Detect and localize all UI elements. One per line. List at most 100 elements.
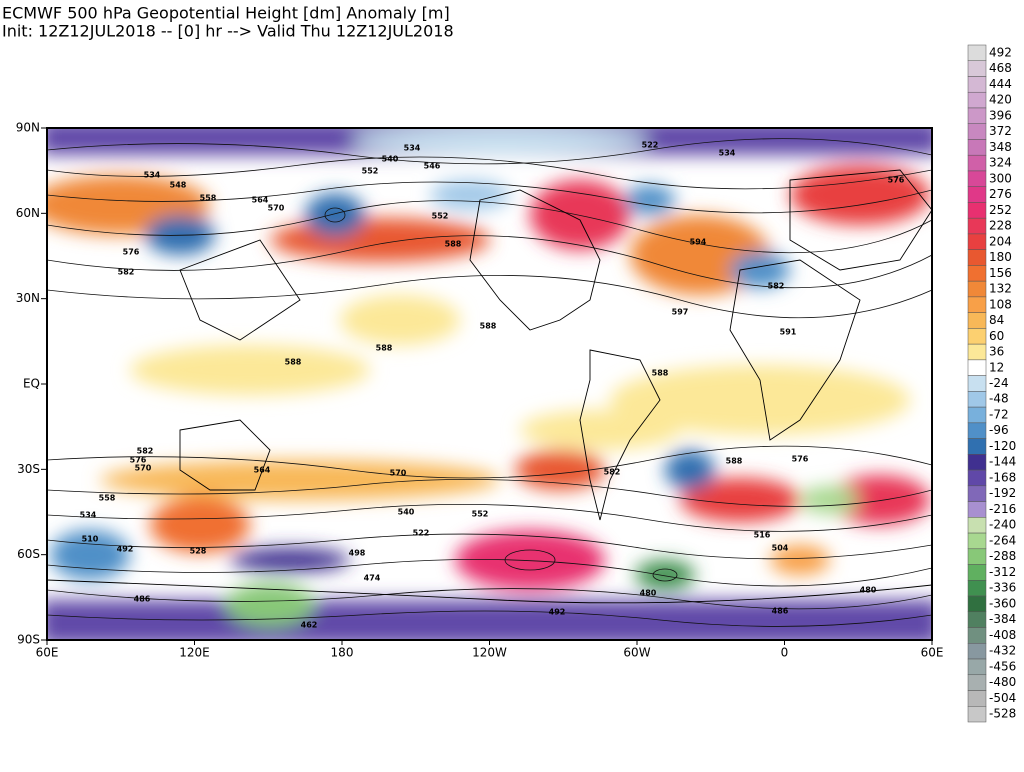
contour-label: 522 xyxy=(642,141,659,150)
contour-label: 588 xyxy=(726,457,743,466)
colorbar-label: 468 xyxy=(989,61,1012,75)
colorbar-swatch xyxy=(967,328,987,345)
contour-label: 516 xyxy=(754,531,771,540)
colorbar-swatch xyxy=(967,154,987,172)
lat-label: 30N xyxy=(16,291,40,305)
contour-label: 576 xyxy=(123,248,140,257)
colorbar-swatch xyxy=(967,76,987,93)
colorbar-label: 60 xyxy=(989,329,1004,343)
contour-label: 492 xyxy=(549,608,566,617)
contour-label: 570 xyxy=(390,469,407,478)
colorbar-swatch xyxy=(967,532,987,550)
colorbar-swatch xyxy=(967,186,987,203)
colorbar-label: 348 xyxy=(989,140,1012,154)
map-area xyxy=(47,128,932,640)
colorbar-label: -192 xyxy=(989,486,1016,500)
colorbar-label: -432 xyxy=(989,644,1016,658)
coastlines xyxy=(47,169,932,604)
lat-label: 90S xyxy=(17,633,40,647)
colorbar-label: -96 xyxy=(989,423,1009,437)
colorbar-label: -168 xyxy=(989,470,1016,484)
contour-label: 588 xyxy=(376,344,393,353)
colorbar-swatch xyxy=(967,233,987,250)
contour-label: 564 xyxy=(254,466,271,475)
colorbar-label: 276 xyxy=(989,187,1012,201)
colorbar-label: -336 xyxy=(989,581,1016,595)
colorbar-label: -360 xyxy=(989,596,1016,610)
lon-label: 120W xyxy=(472,646,507,660)
contour-label: 504 xyxy=(772,544,789,553)
colorbar-label: -120 xyxy=(989,439,1016,453)
colorbar-swatch xyxy=(967,312,987,329)
colorbar-swatch xyxy=(967,139,987,156)
lon-label: 60E xyxy=(36,646,59,660)
colorbar-swatch xyxy=(967,611,987,628)
contour-label: 528 xyxy=(190,547,207,556)
lon-labels: 60E 120E 180 120W 60W 0 60E xyxy=(36,640,943,660)
colorbar-label: 132 xyxy=(989,282,1012,296)
colorbar-swatch xyxy=(967,91,987,109)
contour-label: 588 xyxy=(480,322,497,331)
contour-label: 582 xyxy=(118,268,135,277)
contour-label: 558 xyxy=(200,194,217,203)
contour-label: 597 xyxy=(672,308,689,317)
colorbar-swatch xyxy=(967,422,987,439)
lat-label: 90N xyxy=(16,121,40,135)
contour-label: 510 xyxy=(82,535,99,544)
contour-label: 588 xyxy=(445,240,462,249)
colorbar-swatch xyxy=(967,564,987,581)
colorbar-label: 36 xyxy=(989,345,1004,359)
colorbar-swatch xyxy=(967,706,987,723)
contour-label: 540 xyxy=(382,155,399,164)
colorbar: 4924684444203963723483243002762522282041… xyxy=(967,44,1016,723)
contour-label: 492 xyxy=(117,545,134,554)
colorbar-swatch xyxy=(967,107,987,124)
contour-label: 486 xyxy=(772,607,789,616)
lat-label: 60S xyxy=(17,547,40,561)
lon-label: 120E xyxy=(179,646,210,660)
colorbar-swatch xyxy=(967,658,987,676)
lon-label: 180 xyxy=(331,646,354,660)
colorbar-swatch xyxy=(967,501,987,518)
colorbar-label: 372 xyxy=(989,124,1012,138)
colorbar-label: -288 xyxy=(989,549,1016,563)
colorbar-label: -312 xyxy=(989,565,1016,579)
lat-labels: 90N 60N 30N EQ 30S 60S 90S xyxy=(16,121,47,647)
contour-label: 591 xyxy=(780,328,797,337)
colorbar-swatch xyxy=(967,202,987,219)
contour-label: 552 xyxy=(362,167,379,176)
colorbar-swatch xyxy=(967,217,987,235)
colorbar-swatch xyxy=(967,296,987,313)
colorbar-swatch xyxy=(967,44,987,61)
contours xyxy=(47,138,932,627)
colorbar-swatch xyxy=(967,391,987,408)
subtitle: Init: 12Z12JUL2018 -- [0] hr --> Valid T… xyxy=(2,22,454,41)
colorbar-label: 300 xyxy=(989,171,1012,185)
contour-label: 522 xyxy=(413,529,430,538)
contour-label: 480 xyxy=(860,586,877,595)
contour-label: 534 xyxy=(719,149,736,158)
colorbar-label: -264 xyxy=(989,533,1016,547)
contour-label: 576 xyxy=(888,176,905,185)
contour-label: 588 xyxy=(285,358,302,367)
contour-label: 594 xyxy=(690,238,707,247)
contour-label: 570 xyxy=(135,464,152,473)
contour-label: 474 xyxy=(364,574,381,583)
colorbar-swatch xyxy=(967,674,987,691)
colorbar-swatch xyxy=(967,60,987,77)
colorbar-label: -48 xyxy=(989,392,1009,406)
colorbar-label: 12 xyxy=(989,360,1004,374)
colorbar-label: -456 xyxy=(989,659,1016,673)
colorbar-swatch xyxy=(967,123,987,140)
lat-label: 60N xyxy=(16,206,40,220)
contour-label: 534 xyxy=(144,171,161,180)
contour-label: 564 xyxy=(252,196,269,205)
colorbar-label: -384 xyxy=(989,612,1016,626)
contour-label: 576 xyxy=(130,456,147,465)
colorbar-swatch xyxy=(967,280,987,298)
contour-label: 582 xyxy=(604,468,621,477)
colorbar-swatch xyxy=(967,485,987,502)
lon-label: 0 xyxy=(781,646,789,660)
